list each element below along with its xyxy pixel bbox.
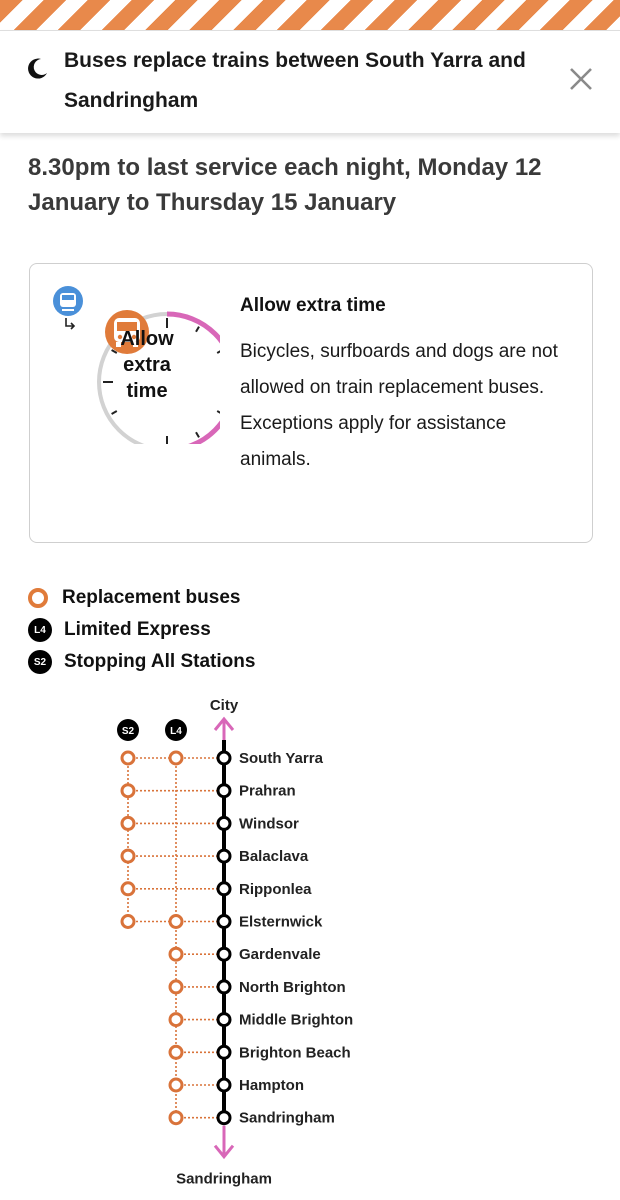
station-stop	[216, 881, 232, 897]
station-name: Windsor	[239, 815, 299, 832]
bus-icon	[105, 310, 149, 354]
moon-icon	[28, 58, 47, 79]
station-stop	[216, 946, 232, 962]
station-name: Gardenvale	[239, 946, 321, 963]
s2-bus-stop	[120, 750, 136, 766]
legend-label: Replacement buses	[62, 587, 241, 608]
alert-title: Buses replace trains between South Yarra…	[64, 49, 526, 112]
station-name: Middle Brighton	[239, 1012, 353, 1029]
train-icon	[53, 286, 83, 316]
station-name: Sandringham	[239, 1110, 335, 1127]
service-dates-heading: 8.30pm to last service each night, Monda…	[28, 154, 542, 216]
station-name: Brighton Beach	[239, 1044, 351, 1061]
city-label: City	[210, 697, 239, 714]
station-stop	[216, 1110, 232, 1126]
s2-badge-label: S2	[122, 726, 135, 737]
sandringham-label: Sandringham	[176, 1171, 272, 1188]
station-stop	[216, 848, 232, 864]
l4-bus-stop	[168, 1012, 184, 1028]
up-arrow-head	[213, 716, 235, 731]
l4-bus-stop	[168, 1077, 184, 1093]
legend: Replacement buses L4 Limited Express S2 …	[28, 582, 255, 678]
down-arrow-head	[213, 1144, 235, 1160]
s2-bus-stop	[120, 815, 136, 831]
station-stop	[216, 979, 232, 995]
bus-stop-icon	[28, 588, 48, 608]
clock-icon	[53, 286, 220, 444]
card-body: Bicycles, surfboards and dogs are not al…	[240, 341, 558, 470]
station-name: Ripponlea	[239, 881, 312, 898]
legend-label: Stopping All Stations	[64, 651, 256, 672]
s2-bus-stop	[120, 881, 136, 897]
line-diagram: City S2 L4 Sandringham South Yarra Prahran Win…	[117, 697, 353, 1188]
station-stop	[216, 1044, 232, 1060]
allow-extra-time-card: Allow extra time Allow extra time Bicycl…	[29, 263, 593, 543]
l4-bus-stop	[168, 1110, 184, 1126]
l4-badge-label: L4	[170, 726, 182, 737]
l4-bus-stop	[168, 1044, 184, 1060]
legend-label: Limited Express	[64, 619, 211, 640]
alert-header: Buses replace trains between South Yarra…	[0, 31, 620, 133]
station-stop	[216, 750, 232, 766]
station-name: Balaclava	[239, 848, 309, 865]
s2-bus-stop	[120, 848, 136, 864]
legend-item-replacement-buses: Replacement buses	[28, 582, 255, 614]
l4-badge-icon: L4	[28, 618, 52, 642]
card-title: Allow extra time	[240, 295, 386, 316]
legend-item-limited-express: L4 Limited Express	[28, 614, 255, 646]
l4-bus-stop	[168, 979, 184, 995]
s2-badge-icon: S2	[28, 650, 52, 674]
station-stop	[216, 914, 232, 929]
close-icon[interactable]	[566, 64, 596, 94]
station-stop	[216, 783, 232, 799]
l4-badge-icon	[165, 719, 187, 741]
station-name: Prahran	[239, 783, 296, 800]
s2-bus-stop	[120, 914, 136, 929]
clock-label: Allow extra time	[120, 328, 174, 402]
s2-badge-icon	[117, 719, 139, 741]
station-name: Elsternwick	[239, 914, 323, 931]
l4-bus-stop	[168, 914, 184, 929]
station-stop	[216, 815, 232, 831]
legend-item-stopping-all-stations: S2 Stopping All Stations	[28, 646, 255, 678]
l4-bus-stop	[168, 946, 184, 962]
station-name: South Yarra	[239, 750, 324, 767]
station-stop	[216, 1012, 232, 1028]
s2-bus-stop	[120, 783, 136, 799]
station-stop	[216, 1077, 232, 1093]
station-name: Hampton	[239, 1077, 304, 1094]
warning-stripe-bar	[0, 0, 620, 31]
l4-bus-stop	[168, 750, 184, 766]
station-name: North Brighton	[239, 979, 346, 996]
